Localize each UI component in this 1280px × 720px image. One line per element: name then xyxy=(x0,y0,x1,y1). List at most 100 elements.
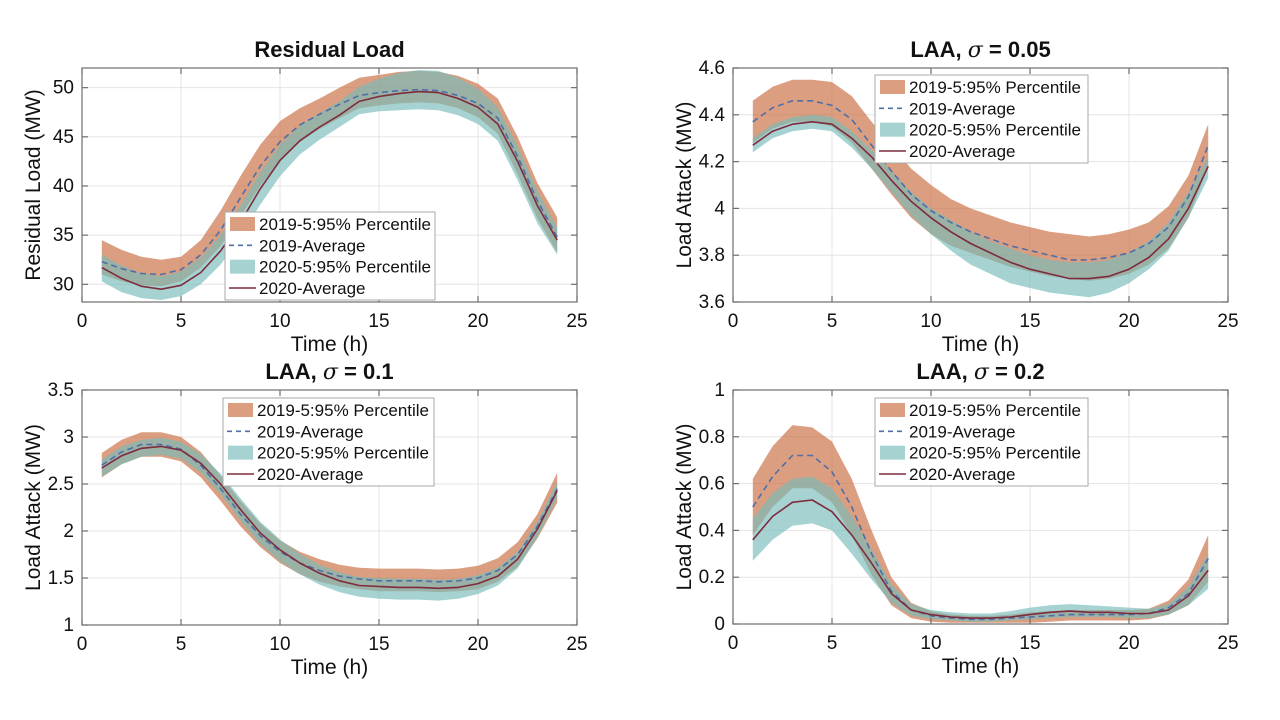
y-tick-label: 30 xyxy=(53,274,74,295)
line-line_2020 xyxy=(101,445,558,590)
x-tick-label: 15 xyxy=(368,634,389,655)
axes-box xyxy=(81,389,578,626)
legend-label: 2019-Average xyxy=(909,422,1016,441)
legend: 2019-5:95% Percentile 2019-Average 2020-5:… xyxy=(874,74,1089,164)
x-tick-label: 20 xyxy=(467,634,488,655)
legend-swatch-band_2020 xyxy=(880,445,905,460)
x-tick-label: 20 xyxy=(1118,633,1139,654)
chart-laa-sigma-01: 0 5 10 15 20 25 1 1.5 2 2.5 3 3.5 LAA, σ = 0.1 Time (… xyxy=(22,360,588,679)
y-tick-label: 50 xyxy=(53,78,74,99)
x-tick-label: 25 xyxy=(566,311,587,332)
legend-swatch-band_2020 xyxy=(230,259,255,274)
x-tick-label: 5 xyxy=(176,311,187,332)
x-tick-label: 10 xyxy=(269,634,290,655)
plot-area xyxy=(752,79,1209,298)
legend-swatch-band_2020 xyxy=(880,122,905,137)
line-line_2019 xyxy=(101,443,558,583)
x-tick-label: 10 xyxy=(920,311,941,332)
legend-swatch-band_2019 xyxy=(230,217,255,231)
line-line_2019 xyxy=(101,88,558,276)
y-tick-label: 2 xyxy=(63,521,74,542)
band-band_2019 xyxy=(752,425,1209,623)
chart-laa-sigma-02: 0 5 10 15 20 25 0 0.2 0.4 0.6 0.8 1 LAA, σ = 0.2 Time… xyxy=(673,360,1239,678)
x-tick-label: 25 xyxy=(1217,633,1238,654)
y-axis-label: Load Attack (MW) xyxy=(673,424,696,591)
chart-title: Residual Load xyxy=(254,37,404,62)
line-line_2020 xyxy=(101,90,558,290)
x-tick-label: 25 xyxy=(566,634,587,655)
x-tick-label: 15 xyxy=(1019,311,1040,332)
line-line_2019 xyxy=(752,454,1209,621)
legend-label: 2020-Average xyxy=(909,142,1016,161)
x-tick-label: 5 xyxy=(827,633,838,654)
y-axis-label: Load Attack (MW) xyxy=(22,424,45,591)
legend-label: 2020-5:95% Percentile xyxy=(257,444,429,463)
x-tick-label: 15 xyxy=(1019,633,1040,654)
x-tick-label: 5 xyxy=(827,311,838,332)
legend-swatch-band_2020 xyxy=(228,445,253,460)
y-axis-label: Residual Load (MW) xyxy=(22,89,45,280)
y-tick-label: 0 xyxy=(714,614,725,635)
legend-label: 2020-5:95% Percentile xyxy=(909,444,1081,463)
chart-laa-sigma-005: 0 5 10 15 20 25 3.6 3.8 4 4.2 4.4 4.6 LAA, σ = 0.05 T… xyxy=(673,37,1239,356)
legend-label: 2019-Average xyxy=(909,99,1016,118)
band-band_2020 xyxy=(752,114,1209,298)
line-line_2019 xyxy=(752,100,1209,261)
line-line_2020 xyxy=(752,499,1209,619)
y-tick-label: 4 xyxy=(714,198,725,219)
legend: 2019-5:95% Percentile 2019-Average 2020-5:… xyxy=(222,397,435,487)
x-tick-label: 20 xyxy=(1118,311,1139,332)
band-band_2019 xyxy=(752,79,1209,281)
axes-box xyxy=(732,67,1229,303)
band-band_2019 xyxy=(101,70,558,287)
legend: 2019-5:95% Percentile 2019-Average 2020-5:… xyxy=(224,211,436,301)
y-tick-label: 3.6 xyxy=(699,292,725,313)
y-tick-label: 40 xyxy=(53,176,74,197)
x-axis-label: Time (h) xyxy=(291,333,368,356)
x-axis-label: Time (h) xyxy=(942,655,1019,678)
x-tick-label: 10 xyxy=(269,311,290,332)
legend-swatch-band_2019 xyxy=(880,80,905,94)
y-tick-label: 0.2 xyxy=(699,567,725,588)
legend-swatch-band_2019 xyxy=(880,403,905,417)
line-line_2020 xyxy=(752,121,1209,280)
y-tick-label: 0.8 xyxy=(699,427,725,448)
legend: 2019-5:95% Percentile 2019-Average 2020-5:… xyxy=(874,397,1089,487)
y-axis-label: Load Attack (MW) xyxy=(673,102,696,269)
y-tick-label: 3.5 xyxy=(48,380,74,401)
y-tick-label: 35 xyxy=(53,225,74,246)
legend-label: 2019-Average xyxy=(257,422,364,441)
y-tick-label: 4.4 xyxy=(699,105,726,126)
legend-label: 2020-5:95% Percentile xyxy=(259,258,431,277)
chart-title: LAA, σ = 0.1 xyxy=(265,360,393,385)
band-band_2020 xyxy=(101,70,558,300)
legend-box xyxy=(222,397,435,487)
band-band_2020 xyxy=(752,476,1209,622)
y-tick-label: 1 xyxy=(714,380,725,401)
y-tick-label: 0.6 xyxy=(699,474,725,495)
plot-area xyxy=(101,70,558,300)
axes-box xyxy=(732,389,1229,625)
x-tick-label: 0 xyxy=(728,633,739,654)
y-tick-label: 4.2 xyxy=(699,152,725,173)
y-tick-label: 1 xyxy=(63,615,74,636)
y-tick-label: 3.8 xyxy=(699,245,725,266)
y-tick-label: 4.6 xyxy=(699,58,725,79)
x-tick-label: 20 xyxy=(467,311,488,332)
legend-label: 2020-Average xyxy=(259,279,366,298)
y-tick-label: 45 xyxy=(53,127,74,148)
plot-area xyxy=(101,432,558,601)
x-tick-label: 25 xyxy=(1217,311,1238,332)
x-tick-label: 5 xyxy=(176,634,187,655)
legend-label: 2019-5:95% Percentile xyxy=(909,401,1081,420)
legend-box xyxy=(874,74,1089,164)
chart-title: LAA, σ = 0.2 xyxy=(916,360,1044,385)
x-tick-label: 0 xyxy=(77,311,88,332)
chart-title: LAA, σ = 0.05 xyxy=(910,37,1050,63)
y-tick-label: 2.5 xyxy=(48,474,74,495)
legend-label: 2020-Average xyxy=(257,465,364,484)
legend-label: 2020-5:95% Percentile xyxy=(909,121,1081,140)
legend-label: 2019-5:95% Percentile xyxy=(257,401,429,420)
x-tick-label: 10 xyxy=(920,633,941,654)
